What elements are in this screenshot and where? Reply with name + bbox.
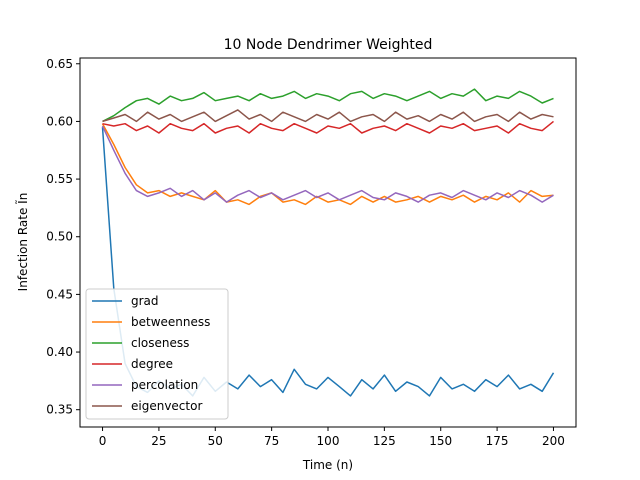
x-tick-label: 50 [208, 434, 223, 448]
y-tick-label: 0.45 [46, 287, 73, 301]
series-line-percolation [101, 125, 554, 203]
legend-label-degree: degree [131, 357, 173, 371]
legend-label-grad: grad [131, 294, 159, 308]
x-tick-label: 175 [486, 434, 509, 448]
y-tick-label: 0.65 [46, 57, 73, 71]
series-line-closeness [102, 88, 554, 123]
x-tick-label: 0 [99, 434, 107, 448]
x-tick-label: 150 [429, 434, 452, 448]
legend-label-eigenvector: eigenvector [131, 399, 202, 413]
legend-label-percolation: percolation [131, 378, 198, 392]
chart-title: 10 Node Dendrimer Weighted [224, 37, 433, 53]
y-tick-label: 0.50 [46, 230, 73, 244]
y-axis: 0.35 0.40 0.45 0.50 0.55 0.60 0.65 [46, 57, 80, 417]
legend-label-betweenness: betweenness [131, 315, 210, 329]
y-tick-label: 0.60 [46, 114, 73, 128]
x-tick-label: 100 [317, 434, 340, 448]
x-tick-label: 25 [151, 434, 166, 448]
y-tick-label: 0.55 [46, 172, 73, 186]
legend-label-closeness: closeness [131, 336, 189, 350]
legend: grad betweenness closeness degree percolatio… [85, 288, 229, 420]
series-line-degree [102, 120, 554, 134]
y-axis-title: Infection Rate Ĩn [15, 193, 30, 292]
x-tick-label: 125 [373, 434, 396, 448]
x-axis-title: Time (n) [302, 458, 353, 472]
y-tick-label: 0.35 [46, 403, 73, 417]
x-tick-label: 200 [542, 434, 565, 448]
x-axis: 0 25 50 75 100 125 150 175 200 [99, 427, 565, 448]
series-line-eigenvector [102, 109, 554, 123]
x-tick-label: 75 [264, 434, 279, 448]
y-tick-label: 0.40 [46, 345, 73, 359]
